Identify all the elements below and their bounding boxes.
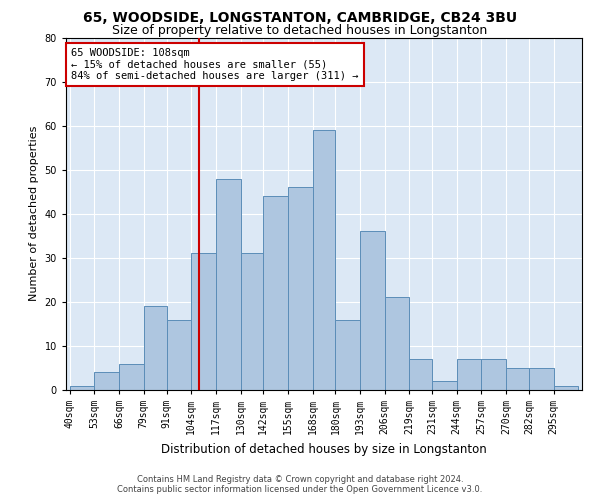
Bar <box>70 386 94 390</box>
Bar <box>263 196 288 390</box>
Bar <box>481 359 506 390</box>
Y-axis label: Number of detached properties: Number of detached properties <box>29 126 39 302</box>
Bar <box>144 306 167 390</box>
Bar <box>288 188 313 390</box>
Bar <box>432 381 457 390</box>
Bar <box>409 359 432 390</box>
Bar <box>167 320 191 390</box>
Bar <box>119 364 144 390</box>
Bar <box>216 178 241 390</box>
Bar <box>554 386 578 390</box>
Bar <box>94 372 119 390</box>
Bar <box>457 359 481 390</box>
Bar <box>506 368 529 390</box>
Bar <box>385 298 409 390</box>
Bar <box>335 320 360 390</box>
Bar <box>360 232 385 390</box>
Text: Size of property relative to detached houses in Longstanton: Size of property relative to detached ho… <box>112 24 488 37</box>
Text: 65 WOODSIDE: 108sqm
← 15% of detached houses are smaller (55)
84% of semi-detach: 65 WOODSIDE: 108sqm ← 15% of detached ho… <box>71 48 359 82</box>
Bar <box>313 130 335 390</box>
Text: 65, WOODSIDE, LONGSTANTON, CAMBRIDGE, CB24 3BU: 65, WOODSIDE, LONGSTANTON, CAMBRIDGE, CB… <box>83 12 517 26</box>
Bar <box>241 254 263 390</box>
Bar <box>191 254 216 390</box>
X-axis label: Distribution of detached houses by size in Longstanton: Distribution of detached houses by size … <box>161 442 487 456</box>
Bar <box>529 368 554 390</box>
Text: Contains HM Land Registry data © Crown copyright and database right 2024.
Contai: Contains HM Land Registry data © Crown c… <box>118 474 482 494</box>
